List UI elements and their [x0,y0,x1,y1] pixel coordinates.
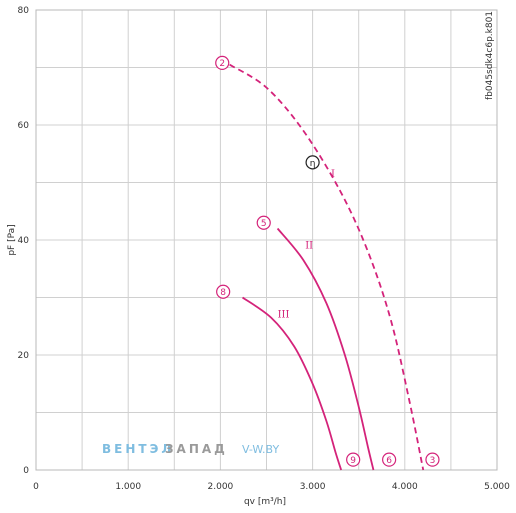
efficiency-marker-circle [305,155,320,170]
plot-frame [35,9,498,471]
y-tick-label: 0 [23,466,29,476]
watermark-brand-gray: ЗАПАД [165,442,228,456]
series-line-ii [276,227,375,471]
end-marker-circle [425,452,440,467]
start-marker-label: 2 [219,59,225,69]
start-marker-label: 8 [220,288,226,298]
watermark-brand-blue: ВЕНТЭЛ [102,442,174,456]
end-marker-label: 9 [350,456,356,466]
x-tick-label: 4.000 [392,482,418,492]
tick-labels: 0 1.000 2.000 3.000 4.000 5.000 0 20 40 60 80 [18,6,511,492]
watermark-site: V-W.BY [242,443,279,456]
series-line-i [229,63,425,471]
x-tick-label: 1.000 [115,482,141,492]
x-axis-title: qv [m³/h] [244,497,286,507]
x-tick-label: 5.000 [484,482,510,492]
x-tick-label: 3.000 [300,482,326,492]
end-marker-circle [382,452,397,467]
start-marker-circle [216,284,231,299]
watermark: ВЕНТЭЛ ЗАПАД V-W.BY [102,442,279,456]
start-marker-label: 5 [261,219,267,229]
series-label-ii: II [305,241,313,252]
start-marker-circle [256,215,271,230]
end-marker-label: 3 [430,456,436,466]
x-tick-label: 2.000 [208,482,234,492]
y-tick-label: 40 [18,236,30,246]
y-tick-label: 60 [18,121,30,131]
series-line-iii [242,296,343,471]
markers-group: 2 3 5 6 8 9 η [215,55,440,467]
series-label-iii: III [278,310,290,321]
end-marker-label: 6 [386,456,392,466]
start-marker-circle [215,55,230,71]
x-tick-label: 0 [33,482,39,492]
series-label-i: I [331,169,335,180]
efficiency-marker-label: η [310,159,316,169]
end-marker-circle [346,452,361,467]
y-tick-label: 80 [18,6,30,16]
chart-code-label: fb045sdk4c6p.k801 [485,11,495,100]
y-axis-title: pF [Pa] [7,224,17,255]
y-tick-label: 20 [18,351,30,361]
